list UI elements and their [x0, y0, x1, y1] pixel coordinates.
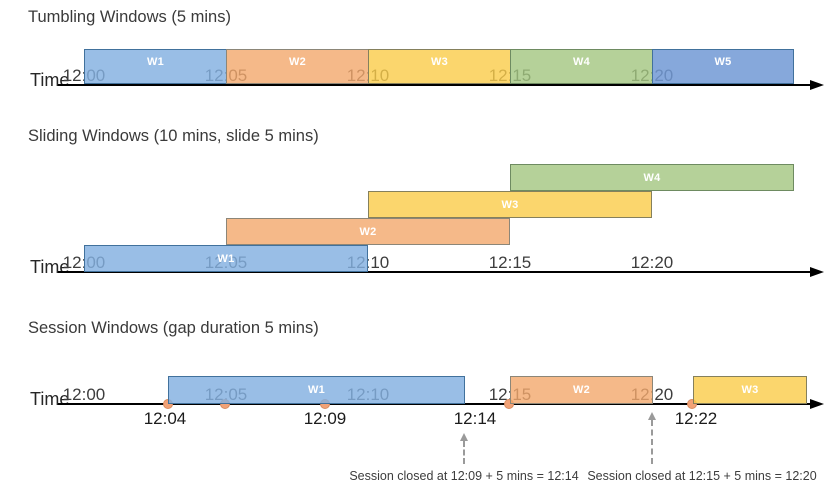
- window-label: W3: [741, 384, 759, 396]
- window-label: W4: [643, 171, 661, 184]
- sliding-tick: 12:20: [630, 253, 674, 272]
- session-close-time-label: 12:14: [453, 409, 497, 428]
- window-label: W2: [572, 384, 591, 396]
- window-label: W3: [430, 56, 449, 68]
- event-time-label: 12:09: [303, 409, 347, 428]
- event-dot: [504, 399, 514, 409]
- sliding-time-axis: [58, 271, 812, 273]
- annotation-dash-line: [651, 420, 653, 464]
- window-label: W2: [288, 56, 307, 68]
- session-window-w3: W3: [693, 376, 807, 404]
- window-label: W3: [501, 198, 519, 211]
- window-label: W1: [217, 252, 235, 265]
- sliding-window-w3: W3: [368, 191, 652, 218]
- session-tick: 12:00: [62, 385, 106, 404]
- arrow-right-icon: [810, 399, 824, 409]
- window-label: W4: [572, 56, 591, 68]
- arrow-right-icon: [810, 80, 824, 90]
- tumbling-window-w3: W3: [368, 49, 511, 84]
- window-label: W1: [146, 56, 165, 68]
- window-label: W1: [307, 384, 326, 396]
- tumbling-section-title: Tumbling Windows (5 mins): [28, 8, 231, 26]
- sliding-section-title: Sliding Windows (10 mins, slide 5 mins): [28, 127, 319, 145]
- event-time-label: 12:04: [143, 409, 187, 428]
- session-window-w1: W1: [168, 376, 465, 404]
- arrow-right-icon: [810, 267, 824, 277]
- session-window-w2: W2: [510, 376, 653, 404]
- tumbling-window-w4: W4: [510, 49, 653, 84]
- tumbling-window-w1: W1: [84, 49, 227, 84]
- session-section-title: Session Windows (gap duration 5 mins): [28, 319, 319, 337]
- arrow-up-icon: [648, 412, 656, 420]
- event-dot: [687, 399, 697, 409]
- tumbling-window-w5: W5: [652, 49, 794, 84]
- window-label: W2: [359, 225, 377, 238]
- sliding-window-w1: W1: [84, 245, 368, 272]
- sliding-window-w2: W2: [226, 218, 510, 245]
- session-closed-annotation: Session closed at 12:15 + 5 mins = 12:20: [587, 469, 817, 483]
- sliding-tick: 12:15: [488, 253, 532, 272]
- sliding-window-w4: W4: [510, 164, 794, 191]
- tumbling-time-axis: [58, 84, 812, 86]
- arrow-up-icon: [460, 433, 468, 441]
- event-time-label: 12:22: [674, 409, 718, 428]
- session-closed-annotation: Session closed at 12:09 + 5 mins = 12:14: [349, 469, 579, 483]
- window-label: W5: [714, 56, 732, 68]
- tumbling-window-w2: W2: [226, 49, 369, 84]
- session-time-axis: [58, 403, 812, 405]
- annotation-dash-line: [463, 441, 465, 464]
